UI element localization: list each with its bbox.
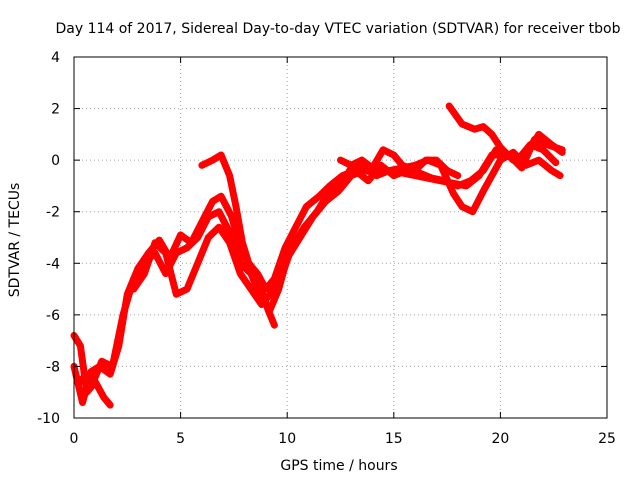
- series-trace-5: [198, 136, 566, 293]
- y-axis-label: SDTVAR / TECUs: [7, 183, 23, 298]
- x-tick-label: 5: [176, 431, 185, 447]
- y-tick-label: -2: [46, 205, 60, 221]
- x-tick-label: 25: [598, 431, 616, 447]
- y-tick-labels: -10 -8 -6 -4 -2 0 2 4: [37, 50, 60, 427]
- y-tick-label: -6: [46, 308, 60, 324]
- x-tick-label: 15: [385, 431, 403, 447]
- x-tick-label: 0: [70, 431, 79, 447]
- x-tick-label: 20: [491, 431, 509, 447]
- data-series: [70, 102, 566, 409]
- series-trace-7: [445, 102, 566, 164]
- x-tick-labels: 0 5 10 15 20 25: [70, 431, 616, 447]
- x-tick-label: 10: [278, 431, 296, 447]
- series-trace-2: [70, 192, 278, 406]
- y-tick-label: -8: [46, 359, 60, 375]
- y-tick-label: 0: [51, 153, 60, 169]
- plot-frame: [73, 56, 608, 419]
- chart-title: Day 114 of 2017, Sidereal Day-to-day VTE…: [55, 21, 620, 37]
- y-tick-label: -10: [37, 411, 60, 427]
- x-axis-label: GPS time / hours: [280, 458, 397, 474]
- y-tick-label: 2: [51, 102, 60, 118]
- y-tick-label: 4: [51, 50, 60, 66]
- y-tick-label: -4: [46, 256, 60, 272]
- series-trace-3: [76, 141, 560, 391]
- series-trace-6: [337, 146, 462, 180]
- series-trace-4: [130, 148, 564, 308]
- axis-ticks: [73, 56, 608, 419]
- grid-lines: [74, 57, 607, 418]
